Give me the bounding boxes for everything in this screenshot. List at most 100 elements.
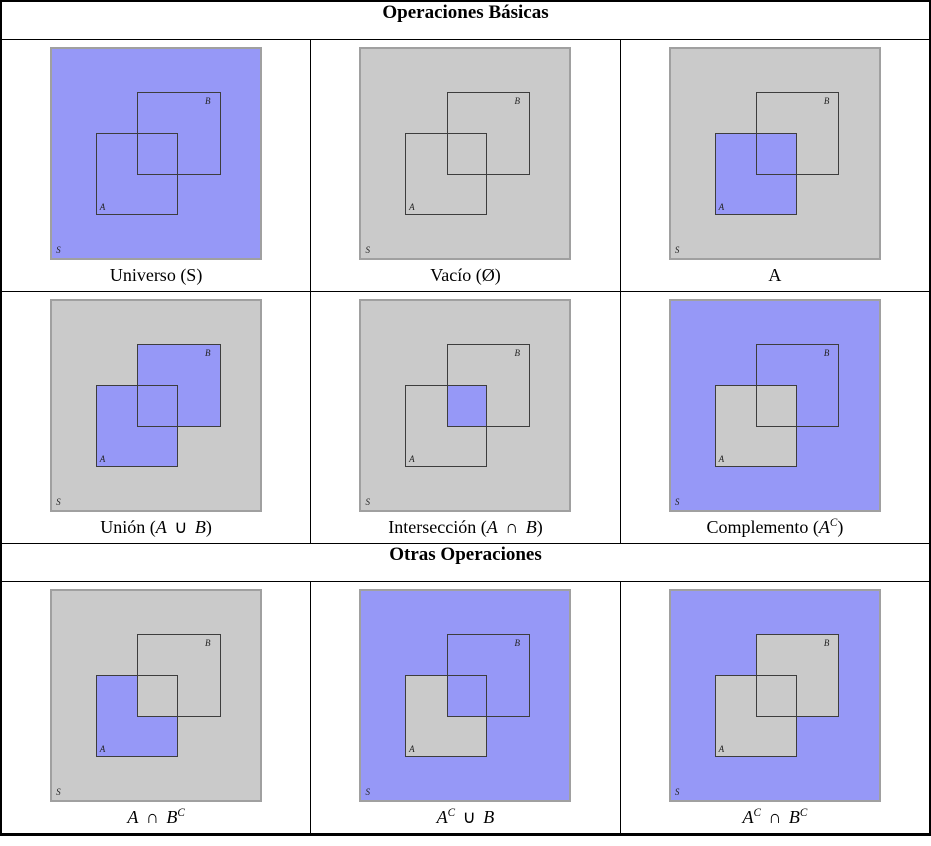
diagram-cell: A B S Vacío (Ø) xyxy=(310,39,621,292)
square-b-outline: B xyxy=(446,91,530,176)
square-b-outline: B xyxy=(446,343,530,428)
label-b: B xyxy=(823,347,830,358)
square-a-outline: A xyxy=(405,384,488,468)
venn-panel: A B S xyxy=(50,47,263,260)
square-a-outline: A xyxy=(405,132,488,216)
section-header: Operaciones Básicas xyxy=(0,0,931,40)
diagram-row: A B S Unión (A ∪ B) A B S Intersección (A ∩ B) A… xyxy=(0,291,931,544)
square-a-outline: A xyxy=(714,674,797,758)
label-a: A xyxy=(99,202,106,213)
square-b-outline: B xyxy=(756,91,840,176)
caption-segment: B xyxy=(483,807,495,827)
venn-panel: A B S xyxy=(359,589,572,802)
label-b: B xyxy=(823,637,830,648)
region-overlap-fill xyxy=(137,674,178,718)
caption-segment: A xyxy=(436,807,448,827)
caption-segment: Vacío (Ø) xyxy=(430,265,501,285)
region-overlap-fill xyxy=(137,132,178,176)
section-header: Otras Operaciones xyxy=(0,543,931,582)
caption-segment: B xyxy=(194,517,206,537)
section-header-row: Otras Operaciones xyxy=(0,543,931,582)
venn-panel: A B S xyxy=(359,47,572,260)
region-overlap-fill xyxy=(756,132,797,176)
diagram-cell: A B S Unión (A ∪ B) xyxy=(0,291,312,544)
caption-segment: C xyxy=(753,807,761,819)
label-a: A xyxy=(99,744,106,755)
caption-segment: B xyxy=(166,807,178,827)
venn-panel: A B S xyxy=(668,47,881,260)
square-b-outline: B xyxy=(137,91,221,176)
diagram-caption: A ∩ BC xyxy=(2,804,310,830)
diagram-cell: A B S Intersección (A ∩ B) xyxy=(310,291,621,544)
label-a: A xyxy=(99,454,106,465)
venn-panel: A B S xyxy=(668,589,881,802)
label-s: S xyxy=(674,787,680,797)
label-s: S xyxy=(365,787,370,797)
diagram-cell: A B S Complemento (AC) xyxy=(619,291,931,544)
square-a-outline: A xyxy=(714,384,797,468)
diagram-cell: A B S A xyxy=(619,39,931,292)
caption-segment: C xyxy=(177,807,185,819)
diagram-caption: Unión (A ∪ B) xyxy=(2,514,310,540)
diagram-cell: A B S Universo (S) xyxy=(0,39,312,292)
square-a-outline: A xyxy=(714,132,797,216)
caption-segment: A xyxy=(742,807,754,827)
label-s: S xyxy=(56,787,61,797)
diagram-caption: Universo (S) xyxy=(2,262,310,288)
caption-segment: A xyxy=(486,517,498,537)
caption-segment: A xyxy=(818,517,830,537)
caption-segment: C xyxy=(829,517,838,529)
label-a: A xyxy=(718,454,725,465)
square-a-outline: A xyxy=(95,384,178,468)
label-b: B xyxy=(205,347,211,358)
caption-segment: Unión ( xyxy=(100,517,156,537)
label-b: B xyxy=(514,95,520,106)
label-b: B xyxy=(823,95,830,106)
diagram-caption: AC ∪ B xyxy=(311,804,620,830)
region-overlap-fill xyxy=(446,674,488,718)
square-a-outline: A xyxy=(405,674,488,758)
caption-segment: ) xyxy=(837,517,844,537)
venn-panel: A B S xyxy=(359,299,572,512)
label-b: B xyxy=(205,95,211,106)
diagram-caption: Vacío (Ø) xyxy=(311,262,620,288)
caption-segment: C xyxy=(799,807,808,819)
diagram-row: A B S Universo (S) A B S Vacío (Ø) A B S A xyxy=(0,39,931,292)
label-a: A xyxy=(409,202,415,213)
label-s: S xyxy=(674,497,680,507)
caption-segment: Complemento ( xyxy=(706,517,819,537)
caption-segment: Universo (S) xyxy=(109,265,203,285)
square-a-outline: A xyxy=(95,674,178,758)
region-overlap-fill xyxy=(756,384,797,428)
label-s: S xyxy=(674,245,680,255)
region-overlap-fill xyxy=(446,384,488,428)
square-b-outline: B xyxy=(756,633,840,718)
label-s: S xyxy=(365,497,370,507)
caption-segment: ) xyxy=(205,517,212,537)
diagram-caption: Complemento (AC) xyxy=(621,514,929,540)
caption-segment: B xyxy=(525,517,537,537)
venn-panel: A B S xyxy=(50,299,263,512)
section-header-row: Operaciones Básicas xyxy=(0,0,931,40)
label-a: A xyxy=(718,744,725,755)
caption-segment: ∪ xyxy=(458,807,481,827)
venn-panel: A B S xyxy=(50,589,263,802)
region-overlap-fill xyxy=(137,384,178,428)
label-b: B xyxy=(514,637,520,648)
caption-segment: A xyxy=(768,265,782,285)
diagram-caption: A xyxy=(621,262,929,288)
label-s: S xyxy=(56,245,61,255)
diagram-caption: AC ∩ BC xyxy=(621,804,929,830)
square-a-outline: A xyxy=(95,132,178,216)
label-a: A xyxy=(409,454,415,465)
label-a: A xyxy=(409,744,415,755)
caption-segment: ) xyxy=(536,517,543,537)
caption-segment: B xyxy=(788,807,800,827)
venn-panel: A B S xyxy=(668,299,881,512)
diagram-caption: Intersección (A ∩ B) xyxy=(311,514,620,540)
caption-segment: ∩ xyxy=(763,807,786,827)
